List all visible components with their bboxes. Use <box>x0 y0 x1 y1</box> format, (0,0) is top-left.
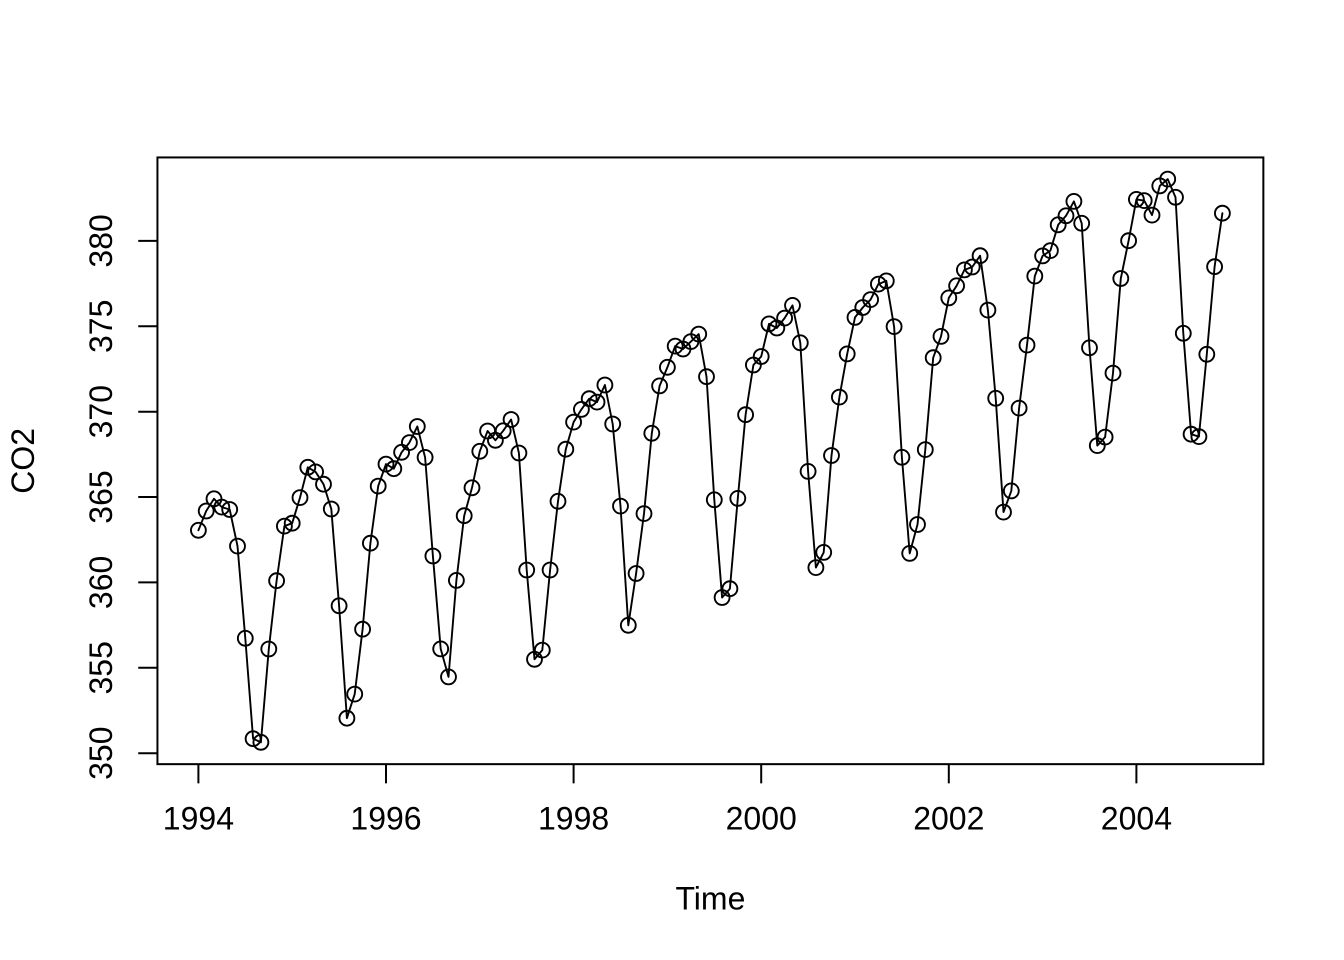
svg-text:355: 355 <box>83 641 119 694</box>
svg-text:350: 350 <box>83 727 119 780</box>
svg-text:1994: 1994 <box>163 801 234 837</box>
svg-text:1996: 1996 <box>350 801 421 837</box>
svg-text:Time: Time <box>675 881 745 917</box>
svg-text:2000: 2000 <box>726 801 797 837</box>
svg-text:2002: 2002 <box>913 801 984 837</box>
svg-text:375: 375 <box>83 300 119 353</box>
svg-text:365: 365 <box>83 470 119 523</box>
svg-text:370: 370 <box>83 385 119 438</box>
svg-text:360: 360 <box>83 556 119 609</box>
svg-text:1998: 1998 <box>538 801 609 837</box>
svg-text:CO2: CO2 <box>5 428 41 494</box>
svg-text:2004: 2004 <box>1101 801 1172 837</box>
svg-text:380: 380 <box>83 214 119 267</box>
